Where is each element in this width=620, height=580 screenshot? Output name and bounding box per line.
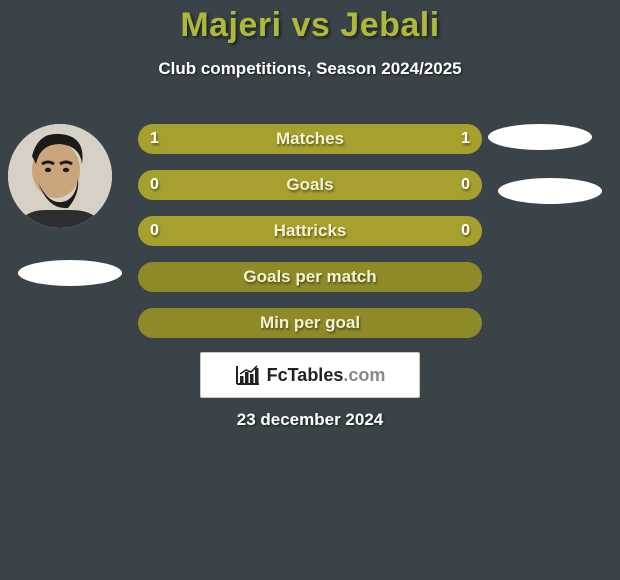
page-title: Majeri vs Jebali (0, 6, 620, 45)
player-left-shadow (18, 260, 122, 286)
player-right-avatar-placeholder-2 (498, 178, 602, 204)
stat-track (138, 308, 482, 338)
brand-text: FcTables.com (267, 365, 386, 386)
stat-fill-left (138, 170, 310, 200)
stat-fill-left (138, 124, 310, 154)
stats-area: Matches11 Goals00 Hattricks00 Goals per mat… (138, 124, 482, 354)
comparison-card: Majeri vs Jebali Club competitions, Seas… (0, 0, 620, 580)
stat-fill-left (138, 216, 310, 246)
player-right-avatar-placeholder-1 (488, 124, 592, 150)
brand-main: FcTables (267, 365, 344, 385)
stat-row: Hattricks00 (138, 216, 482, 246)
stat-fill-right (310, 216, 482, 246)
brand-logo: FcTables.com (200, 352, 420, 398)
stat-row: Min per goal (138, 308, 482, 338)
player-left-avatar (8, 124, 112, 228)
stat-fill-right (310, 170, 482, 200)
stat-track (138, 262, 482, 292)
stat-row: Goals per match (138, 262, 482, 292)
bar-chart-icon (235, 364, 261, 386)
stat-fill-right (310, 124, 482, 154)
subtitle: Club competitions, Season 2024/2025 (0, 59, 620, 79)
date-label: 23 december 2024 (0, 410, 620, 430)
stat-row: Goals00 (138, 170, 482, 200)
person-photo-icon (8, 124, 112, 228)
stat-row: Matches11 (138, 124, 482, 154)
brand-suffix: .com (343, 365, 385, 385)
